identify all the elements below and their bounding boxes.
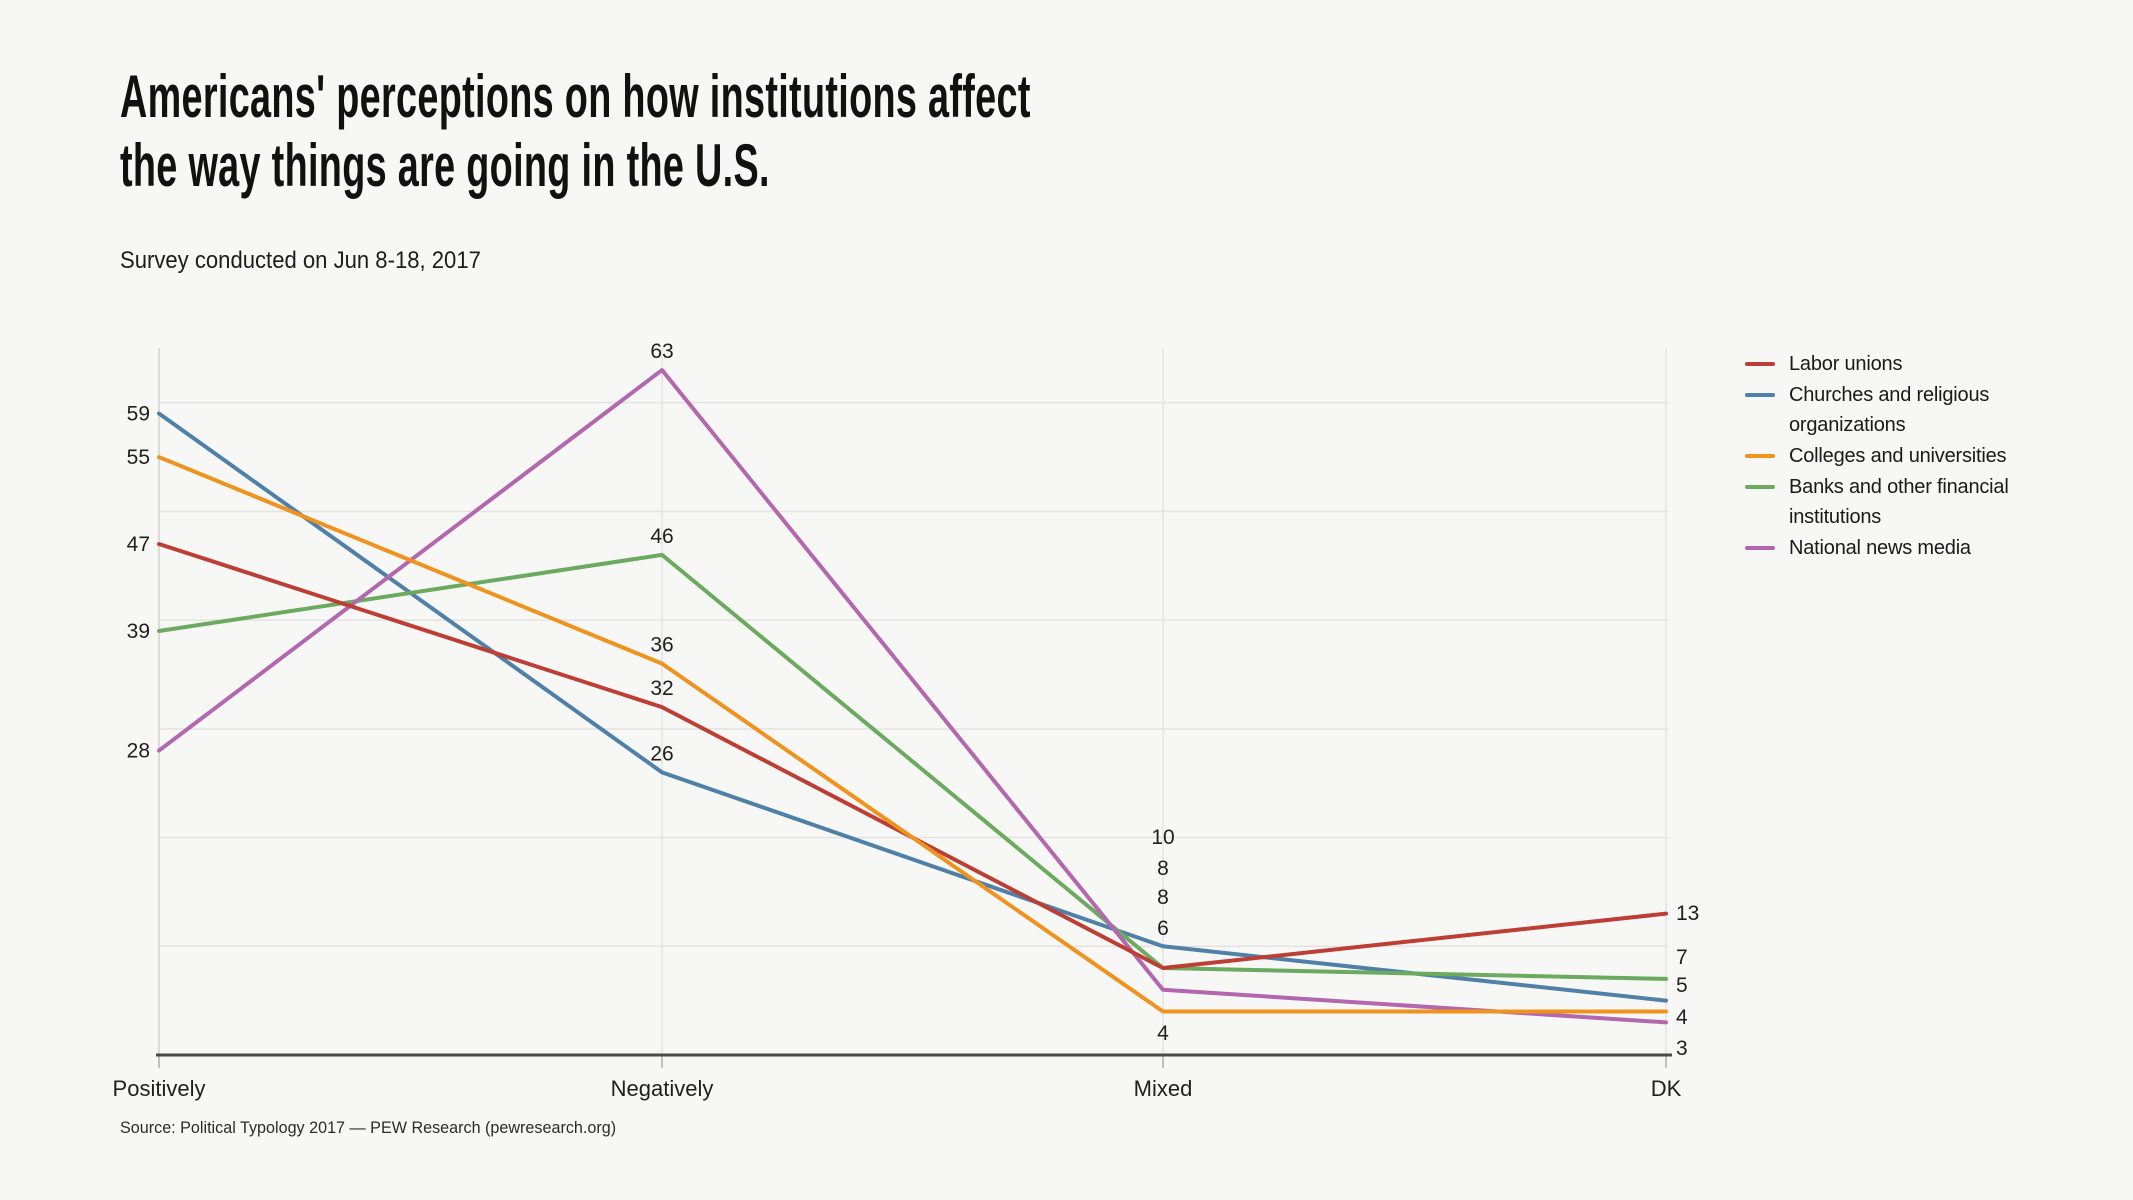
- legend-item-labor-unions: Labor unions: [1745, 349, 2024, 379]
- x-axis-label-mixed: Mixed: [1134, 1076, 1193, 1101]
- legend-label: Labor unions: [1789, 353, 1903, 375]
- data-label: 10: [1151, 826, 1174, 849]
- data-label: 7: [1676, 946, 1688, 969]
- data-label: 4: [1676, 1006, 1688, 1029]
- series-line-churches-and-religious-organizations: [157, 411, 1668, 1003]
- data-label: 46: [650, 525, 673, 548]
- page-title: Americans' perceptions on how institutio…: [120, 62, 1031, 200]
- series-line-banks-and-other-financial-institutions: [157, 552, 1668, 981]
- legend-label: Churches and religious organizations: [1789, 384, 1990, 436]
- data-label: 32: [650, 677, 673, 700]
- legend-swatch: [1745, 393, 1775, 397]
- data-label: 8: [1157, 857, 1169, 880]
- data-label: 26: [650, 742, 673, 765]
- chart-subtitle: Survey conducted on Jun 8-18, 2017: [120, 247, 481, 274]
- data-label: 63: [650, 340, 673, 363]
- data-label: 36: [650, 634, 673, 657]
- legend-item-colleges-and-universities: Colleges and universities: [1745, 441, 2024, 471]
- legend-label: Colleges and universities: [1789, 445, 2007, 467]
- data-label: 4: [1157, 1022, 1169, 1045]
- data-label: 55: [127, 446, 150, 469]
- data-label: 3: [1676, 1037, 1688, 1060]
- x-axis-label-dk: DK: [1651, 1076, 1682, 1101]
- legend-item-national-news-media: National news media: [1745, 533, 2024, 563]
- legend-swatch: [1745, 454, 1775, 458]
- data-label: 5: [1676, 974, 1688, 997]
- data-label: 47: [127, 533, 150, 556]
- data-label: 13: [1676, 902, 1699, 925]
- data-label: 59: [127, 403, 150, 426]
- page-title-line-2: the way things are going in the U.S.: [120, 132, 770, 199]
- source-note: Source: Political Typology 2017 — PEW Re…: [120, 1118, 617, 1137]
- legend-label: National news media: [1789, 537, 1971, 559]
- legend-swatch: [1745, 485, 1775, 489]
- legend-label: Banks and other financial institutions: [1789, 476, 2009, 528]
- x-axis-label-negatively: Negatively: [611, 1076, 714, 1101]
- legend-item-churches-and-religious-organizations: Churches and religious organizations: [1745, 380, 2024, 440]
- series-line-colleges-and-universities: [157, 455, 1668, 1014]
- data-label: 28: [127, 740, 150, 763]
- series-line-labor-unions: [157, 542, 1668, 971]
- legend-item-banks-and-other-financial-institutions: Banks and other financial institutions: [1745, 472, 2024, 532]
- legend-swatch: [1745, 362, 1775, 366]
- data-label: 8: [1157, 886, 1169, 909]
- data-label: 6: [1157, 917, 1169, 940]
- series-line-national-news-media: [157, 368, 1668, 1025]
- legend-swatch: [1745, 546, 1775, 550]
- chart-legend: Labor unions Churches and religious organ…: [1745, 349, 2024, 563]
- data-label: 39: [127, 620, 150, 643]
- page-title-line-1: Americans' perceptions on how institutio…: [120, 63, 1031, 130]
- x-axis-label-positively: Positively: [113, 1076, 206, 1101]
